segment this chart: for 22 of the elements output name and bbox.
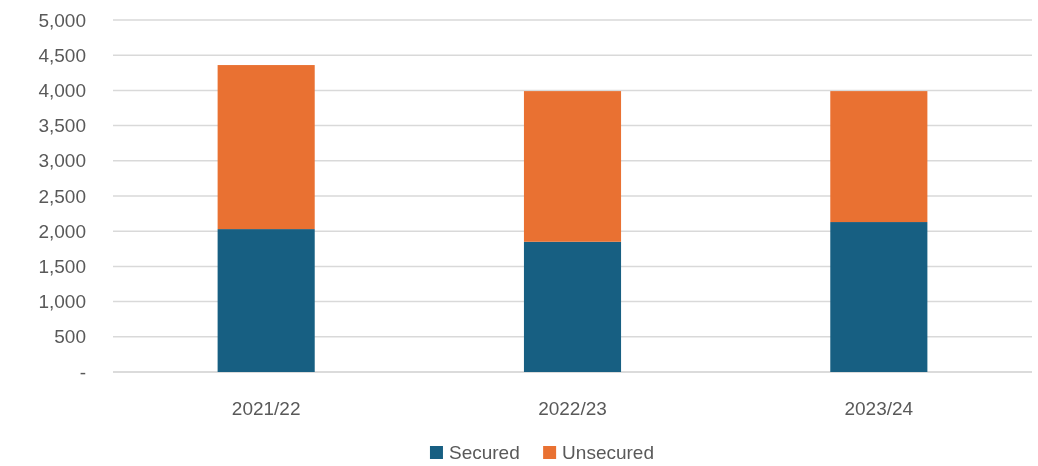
y-tick-label: 2,000 <box>38 220 86 242</box>
y-tick-label: 4,500 <box>38 44 86 66</box>
y-tick-label: 500 <box>54 326 86 348</box>
y-tick-label: 3,000 <box>38 150 86 172</box>
y-tick-label: - <box>79 361 86 383</box>
bar <box>217 65 315 230</box>
bar <box>830 222 928 372</box>
legend-label: Secured <box>448 441 520 463</box>
x-tick-label: 2022/23 <box>538 398 607 419</box>
bar <box>217 229 315 372</box>
y-tick-label: 3,500 <box>38 115 86 137</box>
x-tick-label: 2023/24 <box>844 398 914 419</box>
x-tick-label: 2021/22 <box>231 398 301 419</box>
bar <box>523 241 622 372</box>
legend-label: Unsecured <box>562 441 655 463</box>
bar <box>830 91 928 223</box>
bar <box>523 91 622 242</box>
y-tick-label: 1,500 <box>38 256 86 278</box>
y-tick-label: 4,000 <box>38 80 86 102</box>
y-tick-label: 1,000 <box>38 291 86 313</box>
y-tick-label: 2,500 <box>38 185 86 207</box>
y-tick-label: 5,000 <box>38 9 86 31</box>
